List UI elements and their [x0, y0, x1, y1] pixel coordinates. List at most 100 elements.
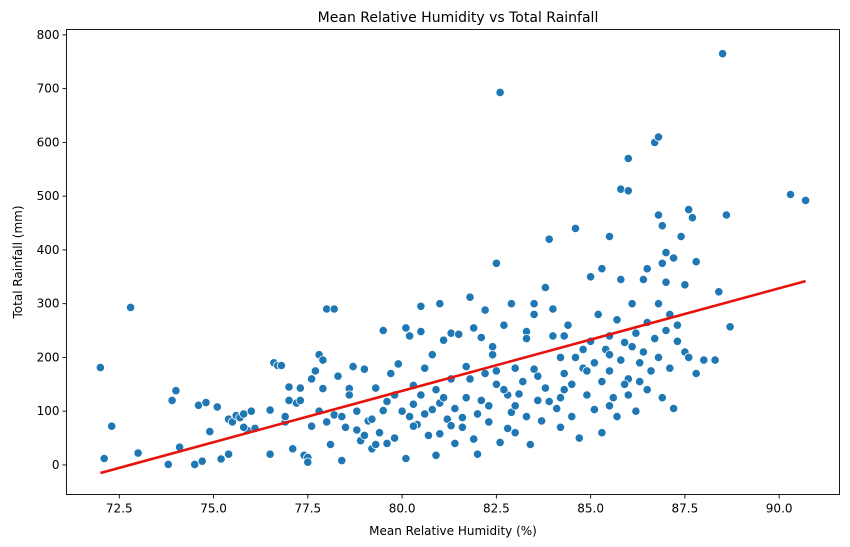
data-point — [276, 360, 286, 371]
data-point — [521, 333, 532, 344]
data-point — [295, 383, 305, 393]
data-point — [612, 315, 622, 325]
data-point — [348, 361, 358, 372]
data-point — [491, 366, 501, 376]
data-point — [604, 366, 615, 376]
data-point — [638, 347, 649, 357]
data-point — [239, 422, 249, 432]
data-point — [344, 390, 354, 400]
x-tick-label: 77.5 — [294, 502, 321, 516]
data-point — [416, 301, 426, 311]
regression-line — [100, 279, 806, 475]
data-point — [352, 425, 362, 435]
data-point — [322, 417, 332, 427]
data-point — [404, 331, 415, 341]
data-point — [133, 448, 143, 458]
data-point — [167, 395, 177, 405]
data-point — [284, 382, 294, 392]
x-tick-label: 87.5 — [672, 502, 699, 516]
data-point — [499, 385, 509, 395]
data-point — [684, 352, 694, 362]
data-point — [484, 401, 494, 411]
data-point — [616, 274, 626, 285]
data-point — [642, 264, 652, 274]
data-point — [408, 421, 418, 431]
y-tick-label: 300 — [37, 297, 60, 311]
y-tick-label: 400 — [37, 243, 60, 257]
x-tick-label: 72.5 — [106, 502, 133, 516]
data-point — [397, 406, 407, 416]
data-point — [710, 355, 720, 365]
data-point — [687, 213, 698, 223]
data-point — [672, 336, 683, 346]
data-point — [337, 411, 347, 422]
data-point — [201, 397, 211, 408]
data-point — [552, 403, 562, 414]
y-axis-ticks: 0 100 200 300 400 500 600 700 800 — [37, 28, 67, 472]
data-point — [359, 430, 369, 440]
data-point — [608, 393, 618, 403]
data-point — [495, 87, 505, 98]
data-point — [318, 355, 328, 365]
data-point — [631, 406, 641, 416]
data-point — [352, 406, 362, 416]
data-point — [469, 434, 479, 444]
data-point — [450, 403, 460, 414]
data-point — [672, 320, 683, 330]
chart-title: Mean Relative Humidity vs Total Rainfall — [318, 10, 599, 26]
data-point — [431, 385, 441, 395]
data-point — [265, 449, 275, 459]
data-point — [472, 409, 483, 419]
data-point — [514, 389, 524, 399]
data-point — [99, 453, 109, 464]
x-tick-label: 82.5 — [483, 502, 510, 516]
data-point — [623, 390, 633, 400]
data-point — [510, 401, 520, 411]
data-point — [465, 292, 475, 302]
data-point — [438, 393, 449, 403]
data-point — [521, 411, 532, 422]
data-point — [420, 363, 430, 373]
data-point — [446, 328, 456, 338]
data-point — [126, 302, 136, 312]
data-point — [435, 429, 445, 439]
data-point — [653, 352, 664, 362]
data-points — [95, 49, 811, 469]
data-point — [393, 359, 403, 369]
data-point — [295, 395, 305, 405]
data-point — [382, 438, 392, 448]
data-point — [691, 257, 701, 267]
data-point — [544, 396, 554, 407]
data-point — [359, 364, 369, 374]
data-point — [284, 395, 294, 405]
data-point — [635, 358, 645, 368]
data-point — [593, 309, 603, 319]
data-point — [604, 401, 615, 411]
data-point — [457, 422, 467, 432]
data-point — [95, 362, 106, 373]
data-point — [661, 248, 671, 258]
data-point — [212, 402, 222, 412]
data-point — [205, 426, 215, 437]
y-tick-label: 0 — [52, 458, 60, 472]
data-point — [653, 210, 664, 220]
data-point — [450, 438, 460, 448]
data-point — [653, 132, 664, 142]
data-point — [246, 406, 256, 416]
data-point — [623, 153, 633, 164]
data-point — [725, 322, 735, 332]
data-point — [616, 355, 626, 365]
data-point — [578, 344, 588, 354]
data-point — [303, 457, 313, 467]
data-point — [472, 449, 483, 459]
data-point — [476, 332, 486, 343]
data-point — [529, 364, 539, 374]
data-point — [438, 335, 449, 345]
data-point — [657, 258, 667, 268]
data-point — [785, 189, 796, 200]
data-point — [616, 184, 626, 194]
x-tick-label: 90.0 — [766, 502, 793, 516]
data-point — [518, 376, 528, 387]
data-point — [386, 368, 396, 379]
